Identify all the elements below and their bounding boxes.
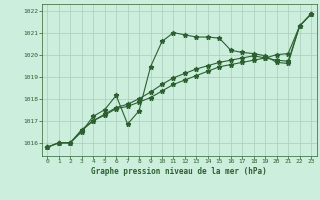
X-axis label: Graphe pression niveau de la mer (hPa): Graphe pression niveau de la mer (hPa) <box>91 167 267 176</box>
